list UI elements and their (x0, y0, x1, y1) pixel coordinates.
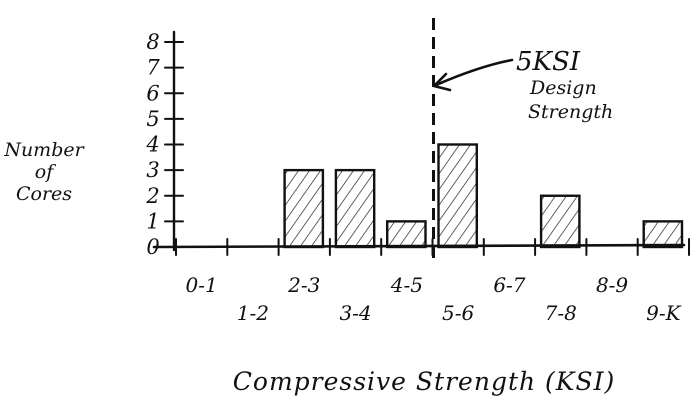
bar-9-10 (642, 220, 684, 249)
y-axis-title-line: of (35, 161, 56, 183)
x-tick-label: 3-4 (339, 301, 371, 325)
x-tick-label: 4-5 (390, 273, 423, 297)
x-tick-label: 5-6 (442, 301, 474, 325)
x-axis-title: Compressive Strength (KSI) (233, 367, 615, 396)
x-tick-label: 6-7 (493, 273, 525, 297)
y-tick-label: 5 (146, 107, 159, 131)
annotation-label-line: Design (529, 77, 597, 99)
annotation-arrowhead (432, 72, 452, 92)
x-ticks: 0-1 1-2 2-3 3-4 4-5 5-6 6-7 7-8 8-9 9-K (175, 238, 690, 325)
x-tick-label: 1-2 (237, 301, 269, 325)
x-tick-label: 9-K (646, 301, 681, 325)
annotation-label-line: Strength (528, 101, 613, 123)
y-tick-label: 8 (146, 30, 159, 54)
x-tick-label: 0-1 (186, 273, 218, 297)
annotation-label-line: 5KSI (516, 47, 581, 77)
x-tick-label: 8-9 (596, 273, 628, 297)
bar-5-6 (437, 143, 478, 249)
bars (283, 143, 684, 249)
bar-7-8 (539, 194, 581, 249)
y-tick-label: 4 (145, 133, 159, 157)
y-tick-label: 6 (146, 81, 159, 105)
y-axis-title-line: Cores (16, 183, 72, 205)
y-tick-label: 7 (146, 56, 160, 80)
annotation-arrow (434, 58, 514, 87)
bar-4-5 (386, 220, 427, 249)
y-axis-title-line: Number (3, 139, 85, 161)
bar-2-3 (283, 168, 325, 249)
x-tick-label: 7-8 (545, 301, 577, 325)
y-tick-label: 1 (146, 209, 159, 233)
y-tick-label: 2 (145, 184, 159, 208)
x-tick-label: 2-3 (287, 273, 320, 297)
y-tick-label: 3 (146, 158, 159, 182)
bar-3-4 (334, 168, 376, 249)
